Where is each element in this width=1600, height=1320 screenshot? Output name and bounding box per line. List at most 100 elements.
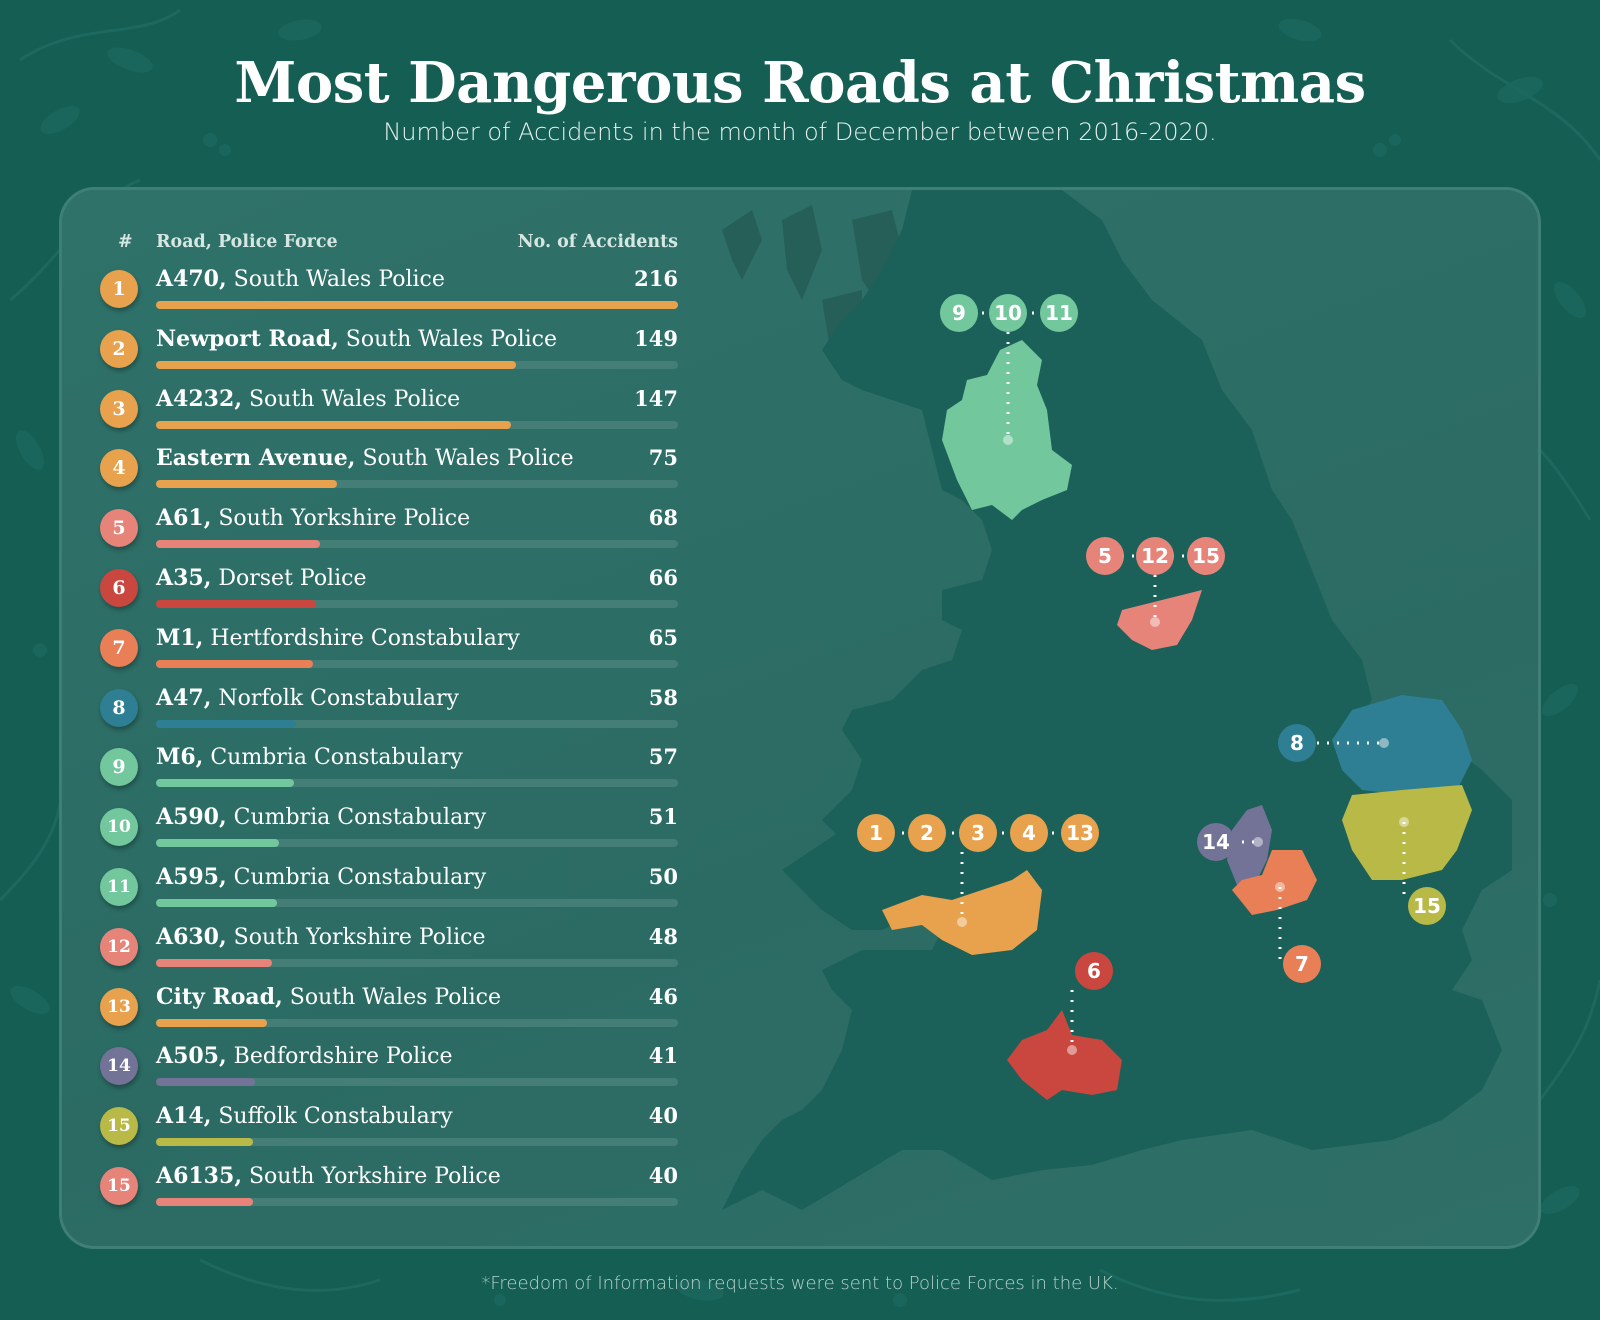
map-pin-5[interactable]: 5 — [1086, 537, 1124, 575]
bar-fill — [156, 1078, 256, 1087]
map-pin-14[interactable]: 14 — [1197, 823, 1235, 861]
rank-badge: 15 — [100, 1107, 138, 1146]
road-label: A595, Cumbria Constabulary — [156, 864, 486, 890]
road-comma: , — [234, 1162, 242, 1189]
region-center-dots — [957, 435, 1409, 1055]
bar-track — [156, 540, 678, 549]
map-pin-13[interactable]: 13 — [1061, 814, 1099, 852]
police-force: Norfolk Constabulary — [218, 685, 459, 711]
table-row-3: 3 A4232, South Wales Police 147 — [98, 384, 678, 444]
bar-fill — [156, 1197, 253, 1206]
road-comma: , — [203, 564, 212, 591]
bar-fill — [156, 839, 280, 848]
police-force: Cumbria Constabulary — [233, 864, 487, 890]
table-row-14: 14 A505, Bedfordshire Police 41 — [98, 1041, 678, 1101]
road-comma: , — [347, 445, 356, 472]
bar-track — [156, 480, 678, 489]
page-subtitle: Number of Accidents in the month of Dece… — [383, 118, 1217, 146]
rank-badge: 15 — [100, 1166, 138, 1205]
table-header: # Road, Police Force No. of Accidents — [98, 226, 678, 264]
road-name: A595 — [156, 863, 219, 890]
road-comma: , — [203, 1103, 212, 1130]
police-force: Suffolk Constabulary — [218, 1104, 453, 1130]
road-comma: , — [275, 983, 283, 1010]
police-force: South Wales Police — [289, 984, 501, 1010]
road-name: A590 — [156, 804, 219, 831]
accident-count: 51 — [648, 804, 678, 830]
road-comma: , — [203, 505, 212, 532]
table-row-8: 8 A47, Norfolk Constabulary 58 — [98, 683, 678, 743]
accident-count: 46 — [648, 983, 678, 1009]
road-name: A4232 — [156, 385, 235, 412]
road-name: A61 — [156, 505, 204, 532]
bar-fill — [156, 898, 277, 907]
bar-track — [156, 1078, 678, 1087]
region-dorset — [1007, 1010, 1122, 1100]
road-comma: , — [195, 744, 204, 771]
map-pin-3[interactable]: 3 — [959, 814, 997, 852]
road-name: A47 — [156, 684, 204, 711]
map-pin-11[interactable]: 11 — [1040, 294, 1078, 332]
road-label: City Road, South Wales Police — [156, 984, 501, 1010]
table-row-5: 5 A61, South Yorkshire Police 68 — [98, 503, 678, 563]
rank-badge: 13 — [100, 987, 138, 1026]
road-comma: , — [234, 385, 242, 412]
bar-track — [156, 1138, 678, 1147]
map-pin-4[interactable]: 4 — [1010, 814, 1048, 852]
road-comma: , — [195, 624, 204, 651]
police-force: South Wales Police — [345, 326, 557, 352]
police-force: Bedfordshire Police — [233, 1044, 453, 1070]
road-comma: , — [219, 923, 227, 950]
bar-fill — [156, 779, 294, 788]
road-label: A35, Dorset Police — [156, 565, 366, 591]
map-pin-2[interactable]: 2 — [908, 814, 946, 852]
road-name: A630 — [156, 923, 219, 950]
table-body: 1 A470, South Wales Police 216 2 Newport… — [98, 264, 678, 1221]
map-pin-10[interactable]: 10 — [989, 294, 1027, 332]
bar-track — [156, 719, 678, 728]
map-pin-15-south-yorkshire[interactable]: 15 — [1187, 537, 1225, 575]
rank-badge: 3 — [100, 389, 138, 428]
map-pin-1[interactable]: 1 — [857, 814, 895, 852]
road-comma: , — [219, 1043, 227, 1070]
bar-fill — [156, 659, 314, 668]
accident-count: 50 — [648, 863, 678, 889]
police-force: South Yorkshire Police — [218, 506, 471, 532]
accident-count: 40 — [648, 1103, 678, 1129]
map-pin-6[interactable]: 6 — [1075, 952, 1113, 990]
map-pin-7[interactable]: 7 — [1283, 945, 1321, 983]
bar-fill — [156, 301, 678, 309]
road-label: Eastern Avenue, South Wales Police — [156, 445, 574, 471]
road-name: A6135 — [156, 1162, 235, 1189]
accident-count: 41 — [648, 1043, 678, 1069]
police-force: Cumbria Constabulary — [210, 745, 463, 771]
road-name: City Road — [156, 983, 276, 1010]
bar-track — [156, 958, 678, 967]
rank-badge: 1 — [100, 270, 138, 308]
bar-track — [156, 1018, 678, 1027]
bar-track — [156, 599, 678, 608]
table-row-2: 2 Newport Road, South Wales Police 149 — [98, 324, 678, 384]
table-row-10: 10 A590, Cumbria Constabulary 51 — [98, 802, 678, 862]
bar-track — [156, 420, 678, 429]
region-south-yorkshire — [1117, 590, 1202, 650]
bar-track — [156, 1197, 678, 1206]
road-comma: , — [219, 804, 227, 831]
bar-fill — [156, 360, 517, 369]
road-label: M1, Hertfordshire Constabulary — [156, 625, 520, 651]
rank-badge: 8 — [100, 688, 138, 727]
header-rank: # — [118, 232, 133, 252]
region-hertfordshire — [1232, 850, 1317, 915]
map-pin-9[interactable]: 9 — [940, 294, 978, 332]
region-bedfordshire — [1227, 805, 1272, 885]
bar-fill — [156, 719, 297, 728]
road-comma: , — [331, 325, 339, 352]
bar-track — [156, 779, 678, 788]
map-pin-15-suffolk[interactable]: 15 — [1408, 887, 1446, 925]
region-norfolk — [1332, 695, 1472, 795]
footnote: *Freedom of Information requests were se… — [481, 1273, 1119, 1294]
map-pin-8[interactable]: 8 — [1278, 724, 1316, 762]
rank-badge: 2 — [100, 329, 138, 368]
map-pin-12[interactable]: 12 — [1136, 537, 1174, 575]
road-label: A590, Cumbria Constabulary — [156, 804, 486, 830]
